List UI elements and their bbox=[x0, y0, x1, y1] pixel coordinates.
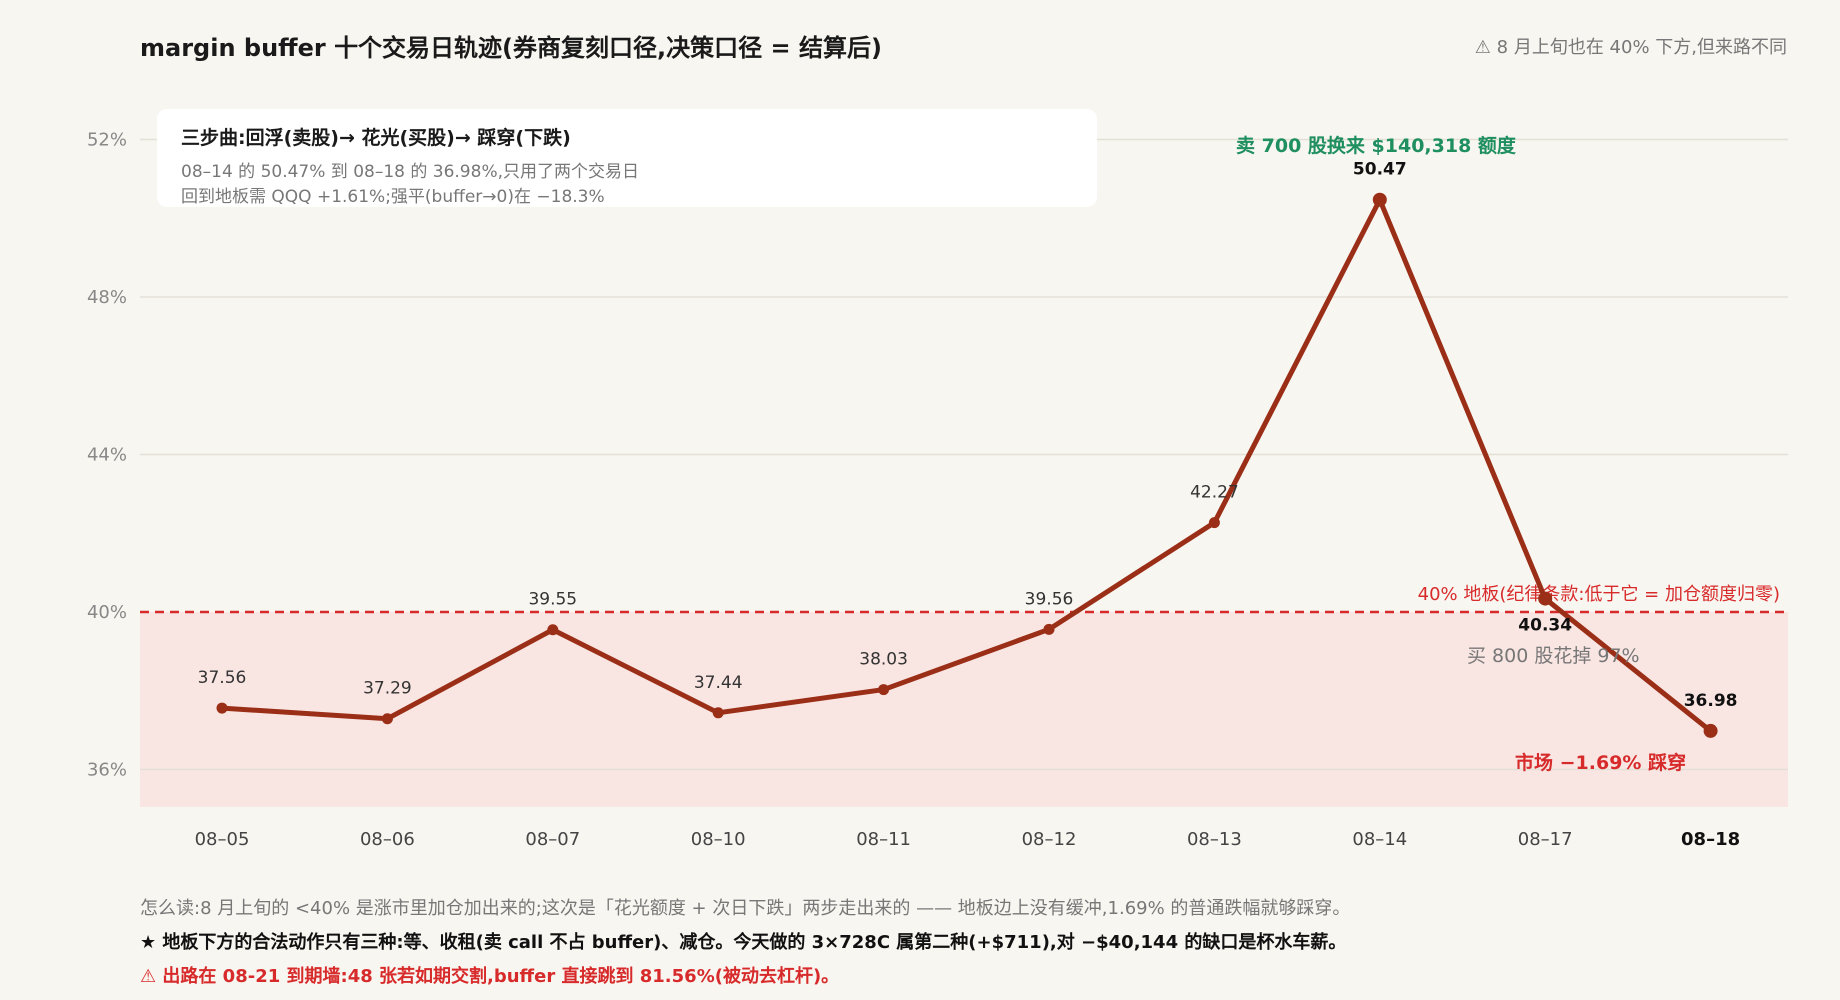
data-point bbox=[1538, 591, 1553, 606]
data-label: 37.29 bbox=[363, 679, 412, 699]
x-tick-label: 08–14 bbox=[1352, 829, 1407, 850]
annotation-sell: 卖 700 股换来 $140,318 额度 bbox=[1236, 134, 1517, 157]
footer-actions: ★ 地板下方的合法动作只有三种:等、收租(卖 call 不占 buffer)、减… bbox=[140, 932, 1347, 953]
x-tick-label: 08–12 bbox=[1022, 829, 1077, 850]
warning-note: ⚠ 8 月上旬也在 40% 下方,但来路不同 bbox=[1474, 37, 1787, 58]
data-label: 37.44 bbox=[694, 673, 743, 693]
x-tick-label: 08–07 bbox=[525, 829, 580, 850]
data-point bbox=[1208, 517, 1220, 529]
y-tick-label: 52% bbox=[87, 130, 127, 151]
y-tick-label: 44% bbox=[87, 445, 127, 466]
data-label: 39.55 bbox=[528, 590, 577, 610]
data-point bbox=[547, 624, 559, 636]
x-tick-label: 08–17 bbox=[1518, 829, 1573, 850]
data-point bbox=[712, 707, 724, 719]
data-point bbox=[878, 684, 890, 696]
summary-line-2: 回到地板需 QQQ +1.61%;强平(buffer→0)在 −18.3% bbox=[181, 187, 605, 207]
data-point bbox=[1043, 623, 1055, 635]
data-point bbox=[216, 702, 228, 714]
summary-heading: 三步曲:回浮(卖股)→ 花光(买股)→ 踩穿(下跌) bbox=[181, 127, 571, 149]
summary-line-1: 08–14 的 50.47% 到 08–18 的 36.98%,只用了两个交易日 bbox=[181, 162, 639, 182]
footer-warning: ⚠ 出路在 08-21 到期墙:48 张若如期交割,buffer 直接跳到 81… bbox=[140, 966, 840, 987]
annotation-break: 市场 −1.69% 踩穿 bbox=[1515, 751, 1686, 774]
series-line bbox=[219, 197, 1714, 734]
data-label: 40.34 bbox=[1518, 616, 1572, 636]
summary-box: 三步曲:回浮(卖股)→ 花光(买股)→ 踩穿(下跌) 08–14 的 50.47… bbox=[157, 109, 1097, 207]
x-tick-label: 08–18 bbox=[1681, 829, 1740, 850]
y-tick-label: 48% bbox=[87, 287, 127, 308]
x-tick-label: 08–05 bbox=[195, 829, 250, 850]
data-point bbox=[1703, 723, 1718, 738]
data-point bbox=[1372, 192, 1387, 207]
floor-label: 40% 地板(纪律条款:低于它 = 加仓额度归零) bbox=[1418, 584, 1780, 605]
data-point bbox=[381, 713, 393, 725]
x-tick-label: 08–06 bbox=[360, 829, 415, 850]
data-label: 50.47 bbox=[1353, 160, 1407, 180]
below-floor-zone bbox=[140, 612, 1788, 807]
data-label: 39.56 bbox=[1025, 589, 1074, 609]
data-label: 36.98 bbox=[1684, 691, 1738, 711]
x-tick-label: 08–11 bbox=[856, 829, 911, 850]
line-chart: 36% 40% 44% 48% 52% 40% 地板(纪律条款:低于它 = 加仓额度归零)… bbox=[87, 130, 1788, 850]
x-tick-label: 08–13 bbox=[1187, 829, 1242, 850]
data-label: 38.03 bbox=[859, 650, 908, 670]
footer-how-to-read: 怎么读:8 月上旬的 <40% 是涨市里加仓加出来的;这次是「花光额度 + 次日… bbox=[140, 898, 1351, 919]
y-tick-label: 36% bbox=[87, 760, 127, 781]
x-tick-label: 08–10 bbox=[691, 829, 746, 850]
chart-title: margin buffer 十个交易日轨迹(券商复刻口径,决策口径 = 结算后) bbox=[140, 34, 882, 62]
y-tick-label: 40% bbox=[87, 602, 127, 623]
data-label: 37.56 bbox=[198, 668, 247, 688]
annotation-buy: 买 800 股花掉 97% bbox=[1467, 645, 1640, 667]
data-label: 42.27 bbox=[1190, 483, 1239, 503]
